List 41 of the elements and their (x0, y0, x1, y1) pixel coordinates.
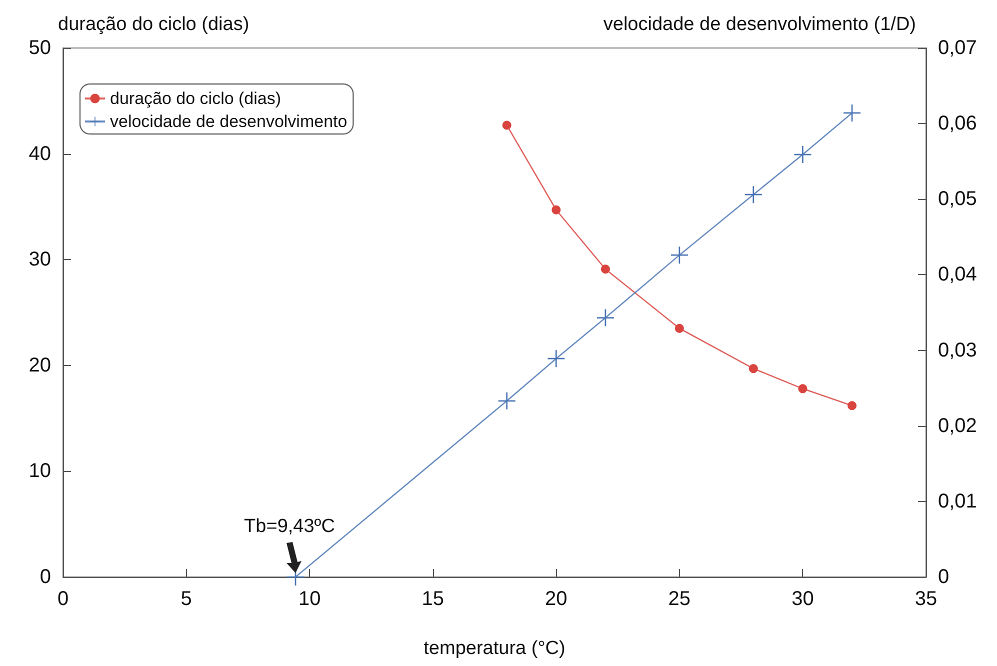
point (502, 120, 512, 130)
point (548, 350, 565, 368)
x-tick-label: 0 (57, 588, 69, 610)
y2-tick-label: 0,07 (938, 37, 977, 59)
point (798, 384, 808, 394)
x-tick-label: 25 (668, 588, 691, 610)
point (498, 392, 516, 410)
point (674, 324, 684, 333)
point (596, 309, 614, 326)
x-tick-label: 10 (298, 588, 321, 610)
y2-tick-label: 0,01 (938, 490, 977, 512)
y2-tick-label: 0,02 (938, 414, 977, 437)
y-tick-label: 50 (28, 37, 51, 59)
x-tick-label: 35 (914, 588, 938, 610)
y-tick-label: 40 (28, 142, 51, 165)
y2-tick-label: 0,04 (938, 264, 977, 286)
y2-tick-label: 0,05 (938, 188, 977, 210)
x-tick-label: 15 (422, 588, 444, 610)
point (670, 246, 688, 264)
y2-tick-label: 0,06 (938, 112, 977, 135)
x-axis-title: temperatura (°C) (424, 638, 566, 659)
legend-label: velocidade de desenvolvimento (110, 112, 348, 131)
y2-tick-label: 0,03 (938, 339, 977, 362)
point (552, 205, 561, 214)
y-tick-label: 0 (40, 566, 51, 588)
y-tick-label: 20 (28, 354, 51, 376)
legend-label: duração do ciclo (dias) (110, 89, 282, 108)
x-tick-label: 5 (180, 588, 192, 610)
y2-tick-label: 0 (938, 566, 950, 588)
point (744, 186, 762, 204)
point (600, 264, 610, 274)
annotation: Tb=9,43ºC (244, 516, 335, 537)
x-tick-label: 30 (792, 588, 814, 610)
y-tick-label: 30 (28, 248, 51, 271)
x-tick-label: 20 (545, 588, 568, 610)
point (848, 401, 857, 410)
y2-axis-title: velocidade de desenvolvimento (1/D) (603, 14, 916, 35)
y-axis-title: duração do ciclo (dias) (58, 14, 250, 35)
point (748, 364, 758, 374)
point (794, 146, 812, 164)
y-tick-label: 10 (28, 460, 51, 482)
